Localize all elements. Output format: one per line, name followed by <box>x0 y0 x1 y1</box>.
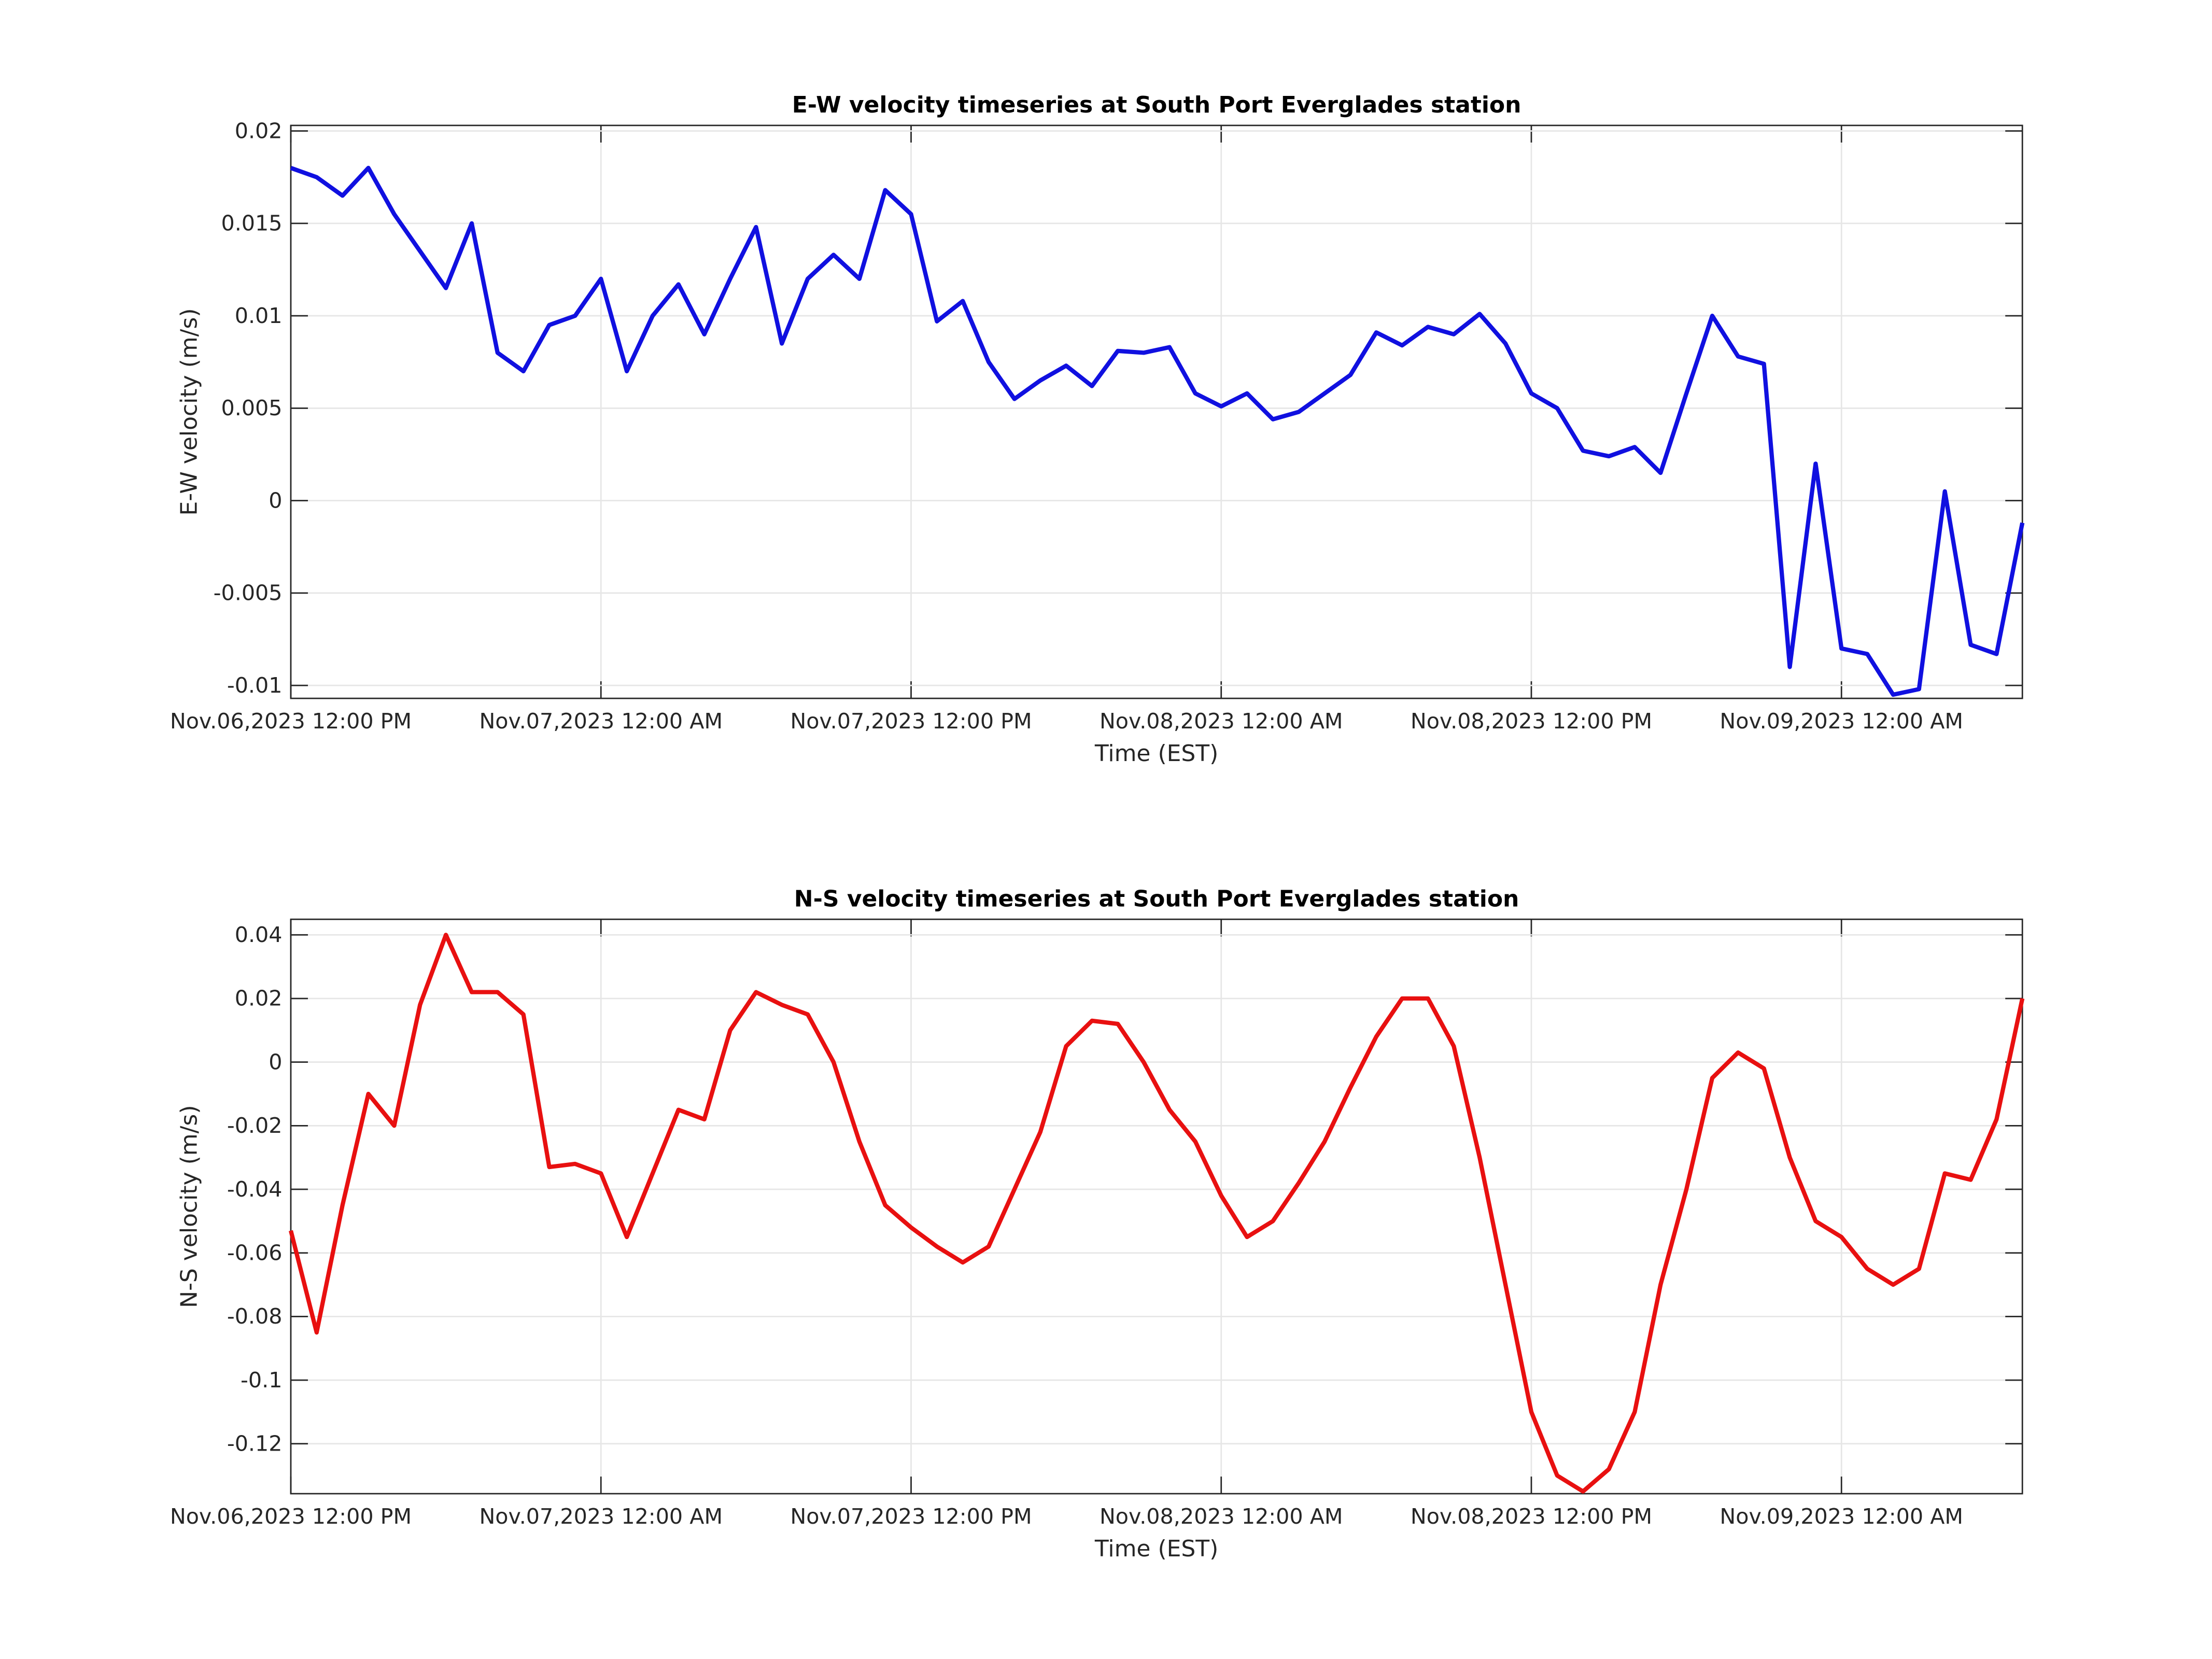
x-tick-label: Nov.09,2023 12:00 AM <box>1720 1504 1963 1529</box>
y-tick-label: -0.06 <box>227 1240 283 1265</box>
x-tick-label: Nov.08,2023 12:00 AM <box>1100 709 1343 734</box>
y-tick-label: 0.015 <box>221 211 282 236</box>
chart-title: E-W velocity timeseries at South Port Ev… <box>792 92 1521 118</box>
x-tick-label: Nov.08,2023 12:00 PM <box>1411 709 1652 734</box>
y-tick-label: -0.02 <box>227 1113 283 1138</box>
y-tick-label: 0 <box>269 1049 282 1074</box>
x-axis-label: Time (EST) <box>1094 740 1218 767</box>
x-tick-label: Nov.07,2023 12:00 PM <box>790 709 1032 734</box>
x-tick-label: Nov.08,2023 12:00 AM <box>1100 1504 1343 1529</box>
y-tick-label: 0.01 <box>235 303 283 328</box>
y-tick-label: -0.01 <box>227 673 283 698</box>
x-tick-label: Nov.06,2023 12:00 PM <box>170 709 412 734</box>
x-tick-label: Nov.07,2023 12:00 AM <box>479 1504 723 1529</box>
x-tick-label: Nov.08,2023 12:00 PM <box>1411 1504 1652 1529</box>
data-line <box>288 933 2025 1494</box>
y-tick-label: 0 <box>269 488 282 513</box>
y-axis-label: E-W velocity (m/s) <box>176 308 203 516</box>
y-tick-label: -0.08 <box>227 1304 283 1329</box>
y-tick-label: -0.1 <box>241 1368 282 1393</box>
axes: Nov.06,2023 12:00 PM Nov.07,2023 12:00 AM… <box>170 92 2023 767</box>
chart-title: N-S velocity timeseries at South Port Ev… <box>794 885 1519 912</box>
y-tick-label: -0.04 <box>227 1177 283 1202</box>
data-line <box>290 165 2025 697</box>
y-axis-label: N-S velocity (m/s) <box>176 1105 203 1307</box>
x-tick-label: Nov.07,2023 12:00 AM <box>479 709 723 734</box>
y-tick-label: 0.02 <box>235 118 283 143</box>
y-tick-label: -0.12 <box>227 1431 283 1456</box>
axes-box <box>290 918 2023 1495</box>
y-tick-label: 0.02 <box>235 986 283 1011</box>
y-tick-label: 0.005 <box>221 396 282 420</box>
y-tick-label: -0.005 <box>214 581 283 606</box>
plot-area <box>290 919 2023 1494</box>
axes: Nov.06,2023 12:00 PM Nov.07,2023 12:00 AM… <box>170 885 2023 1562</box>
x-tick-label: Nov.06,2023 12:00 PM <box>170 1504 412 1529</box>
x-tick-label: Nov.07,2023 12:00 PM <box>790 1504 1032 1529</box>
x-axis-label: Time (EST) <box>1094 1536 1218 1562</box>
y-tick-label: 0.04 <box>235 922 283 947</box>
axes-box <box>290 124 2023 699</box>
x-tick-label: Nov.09,2023 12:00 AM <box>1720 709 1963 734</box>
plot-area <box>290 125 2023 699</box>
